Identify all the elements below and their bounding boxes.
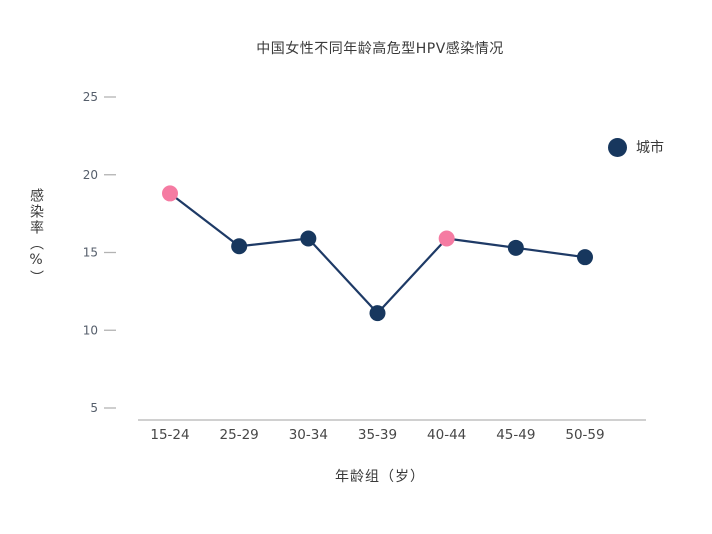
x-category-label: 30-34 — [289, 427, 328, 443]
series-line — [168, 192, 587, 315]
y-tick-label: 20 — [83, 168, 98, 182]
x-category-label: 35-39 — [358, 427, 397, 443]
x-category-label: 50-59 — [565, 427, 604, 443]
y-tick-label: 5 — [90, 401, 98, 415]
data-point — [231, 238, 248, 255]
legend: 城市 — [608, 137, 664, 157]
x-category-label: 25-29 — [220, 427, 259, 443]
data-point — [369, 305, 386, 322]
legend-marker-dot — [608, 137, 627, 157]
x-axis-title: 年龄组（岁） — [335, 469, 425, 485]
data-point — [507, 239, 524, 256]
y-axis-title: 感染率（%） — [28, 188, 44, 286]
data-point — [577, 249, 593, 266]
x-category-label: 40-44 — [427, 427, 466, 443]
y-tick-label: 15 — [83, 246, 98, 260]
y-tick-label: 10 — [83, 323, 98, 337]
x-category-label: 15-24 — [150, 427, 189, 443]
y-tick-label: 25 — [83, 90, 98, 104]
x-category-label: 45-49 — [496, 427, 535, 443]
data-point-highlighted — [438, 230, 455, 247]
data-point — [300, 230, 317, 247]
chart-title: 中国女性不同年龄高危型HPV感染情况 — [256, 41, 504, 57]
legend-label: 城市 — [636, 140, 664, 156]
data-point-highlighted — [162, 185, 178, 202]
